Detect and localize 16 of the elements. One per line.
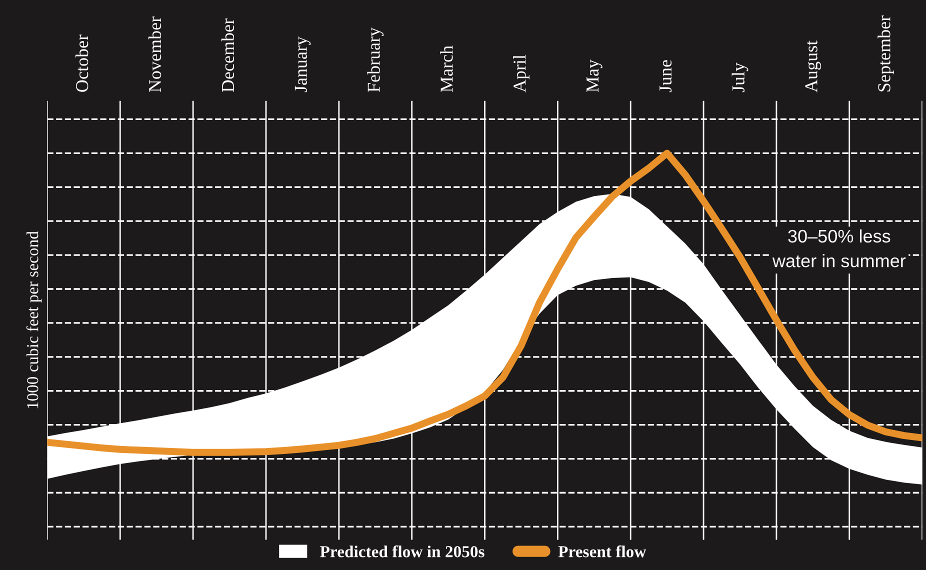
x-tick-label: June — [660, 60, 672, 92]
x-tick-label: July — [732, 62, 748, 92]
x-tick-label: August — [805, 40, 822, 92]
legend-label: Present flow — [558, 545, 646, 558]
x-tick-label: February — [367, 27, 384, 92]
x-tick-label: January — [294, 36, 311, 92]
x-tick-label: April — [513, 54, 530, 92]
x-tick-label: December — [221, 18, 234, 92]
legend-label: Predicted flow in 2050s — [320, 545, 484, 558]
x-tick-label: March — [440, 46, 453, 92]
x-tick-label: May — [586, 60, 602, 92]
y-axis-title: 1000 cubic feet per second — [26, 231, 42, 408]
annotation: 30–50% less water in summer — [772, 229, 906, 268]
x-tick-label: September — [878, 16, 894, 92]
x-tick-label: November — [148, 16, 162, 92]
x-tick-label: October — [76, 34, 88, 92]
